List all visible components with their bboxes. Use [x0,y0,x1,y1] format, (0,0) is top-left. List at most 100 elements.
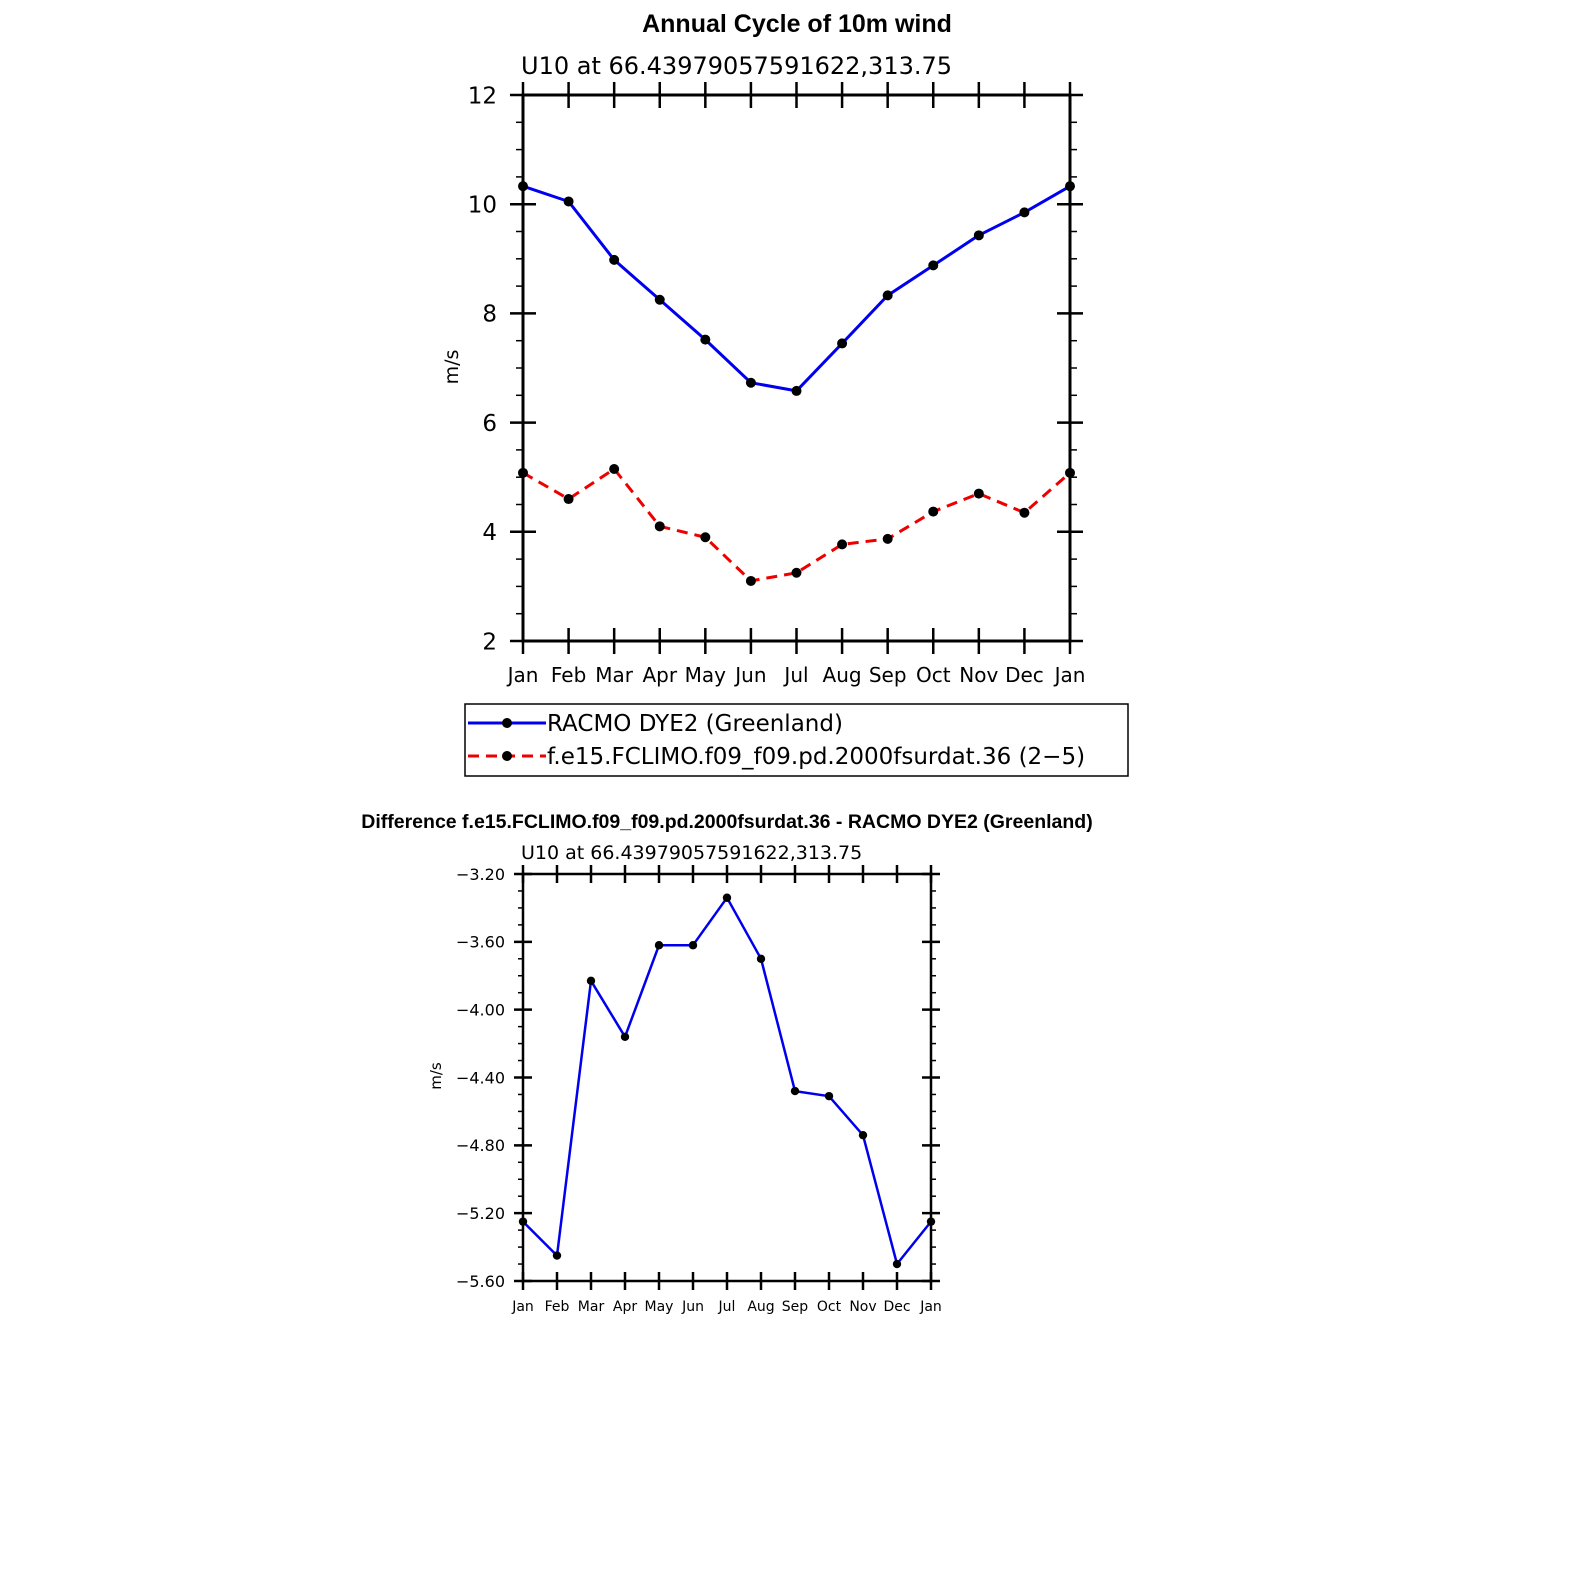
series-line-0 [522,896,932,1266]
y-tick-label: −3.60 [456,933,505,952]
data-point-series-0 [620,1032,630,1042]
chart1-series-lines [522,184,1071,583]
x-tick-label: Aug [747,1299,774,1315]
series-line-0 [522,184,1071,393]
x-tick-label: Sep [869,663,907,687]
data-point-series-1 [928,506,939,517]
data-point-series-0 [518,181,528,192]
legend-marker-series-1 [502,751,512,761]
x-tick-label: Feb [545,1299,570,1315]
chart1-title: Annual Cycle of 10m wind [642,10,952,38]
data-point-series-1 [791,567,802,578]
data-point-series-0 [882,290,893,301]
chart2-ticks [514,865,940,1290]
annual-cycle-chart: Annual Cycle of 10m wind U10 at 66.43979… [441,10,1129,777]
y-tick-label: 4 [482,520,497,546]
data-point-series-1 [1065,467,1075,478]
data-point-series-1 [518,467,528,478]
data-point-series-0 [926,1217,936,1226]
x-tick-label: Apr [642,663,677,687]
data-point-series-1 [654,521,665,532]
x-tick-label: Oct [916,663,951,687]
y-tick-label: −3.20 [456,865,505,884]
legend-marker-series-0 [502,718,512,728]
x-tick-label: Jan [511,1299,534,1315]
chart2-title: Difference f.e15.FCLIMO.f09_f09.pd.2000f… [361,811,1092,833]
data-point-series-0 [756,954,766,963]
chart1-ylabel: m/s [441,350,463,385]
data-point-series-0 [654,294,665,305]
x-tick-label: Jul [718,1299,736,1315]
chart2-ylabel: m/s [427,1062,445,1090]
data-point-series-1 [1019,507,1030,518]
x-tick-label: Dec [1005,663,1044,687]
chart1-legend: RACMO DYE2 (Greenland) f.e15.FCLIMO.f09_… [464,703,1129,777]
x-tick-label: Jan [1053,663,1086,687]
data-point-series-0 [790,1086,800,1096]
legend-label-series-1: f.e15.FCLIMO.f09_f09.pd.2000fsurdat.36 (… [547,744,1085,770]
x-tick-label: Dec [883,1299,910,1315]
y-tick-label: −5.60 [456,1272,505,1291]
data-point-series-0 [586,976,596,986]
y-tick-label: 8 [482,302,497,328]
data-point-series-0 [973,230,984,241]
data-point-series-1 [837,539,848,550]
chart2-series-lines [522,896,932,1266]
y-tick-label: −4.40 [456,1068,505,1087]
x-tick-label: Feb [551,663,586,687]
x-tick-label: Jan [506,663,539,687]
x-tick-label: Nov [959,663,998,687]
data-point-series-0 [858,1130,868,1140]
x-tick-label: Mar [578,1299,605,1315]
x-tick-label: Jul [782,663,808,687]
chart1-subtitle: U10 at 66.43979057591622,313.75 [521,52,952,80]
data-point-series-0 [654,941,664,950]
x-tick-label: Nov [849,1299,876,1315]
x-tick-label: Apr [613,1299,637,1315]
data-point-series-0 [824,1091,834,1101]
data-point-series-0 [1019,207,1030,218]
y-tick-label: 12 [468,83,497,109]
x-tick-label: Jun [681,1299,704,1315]
y-tick-label: 10 [468,192,497,218]
data-point-series-0 [552,1251,562,1260]
difference-chart: Difference f.e15.FCLIMO.f09_f09.pd.2000f… [361,811,1092,1315]
data-point-series-0 [892,1259,902,1269]
x-tick-label: Oct [817,1299,842,1315]
data-point-series-0 [609,254,620,265]
data-point-series-0 [518,1217,528,1226]
chart2-series-points [518,893,936,1269]
chart2-plot-frame [521,872,933,1283]
x-tick-label: Jan [919,1299,942,1315]
x-tick-label: Mar [595,663,634,687]
chart2-tick-labels: Jan Feb Mar Apr May Jun Jul Aug Sep Oct Nov Dec Jan−… [456,865,942,1315]
x-tick-label: Jun [733,663,766,687]
y-tick-label: −5.20 [456,1204,505,1223]
data-point-series-0 [791,385,802,396]
data-point-series-0 [1065,181,1075,192]
y-tick-label: −4.00 [456,1000,505,1019]
data-point-series-0 [722,893,732,902]
data-point-series-1 [973,488,984,499]
data-point-series-1 [882,533,893,544]
chart1-plot-frame [521,93,1072,643]
series-line-1 [522,467,1071,583]
data-point-series-0 [688,941,698,950]
data-point-series-0 [563,196,574,207]
data-point-series-1 [563,494,574,505]
x-tick-label: Sep [782,1299,809,1315]
data-point-series-0 [837,338,848,349]
legend-label-series-0: RACMO DYE2 (Greenland) [547,711,843,737]
y-tick-label: −4.80 [456,1136,505,1155]
data-point-series-0 [700,334,711,345]
legend-frame [464,703,1129,777]
chart1-ticks [510,82,1083,654]
data-point-series-1 [609,464,620,475]
chart1-series-points [518,181,1075,586]
chart2-subtitle: U10 at 66.43979057591622,313.75 [521,842,862,864]
data-point-series-0 [928,260,939,271]
x-tick-label: May [645,1299,674,1315]
chart1-tick-labels: Jan Feb Mar Apr May Jun Jul Aug Sep Oct Nov Dec Jan 2… [468,83,1086,687]
y-tick-label: 6 [482,411,497,437]
